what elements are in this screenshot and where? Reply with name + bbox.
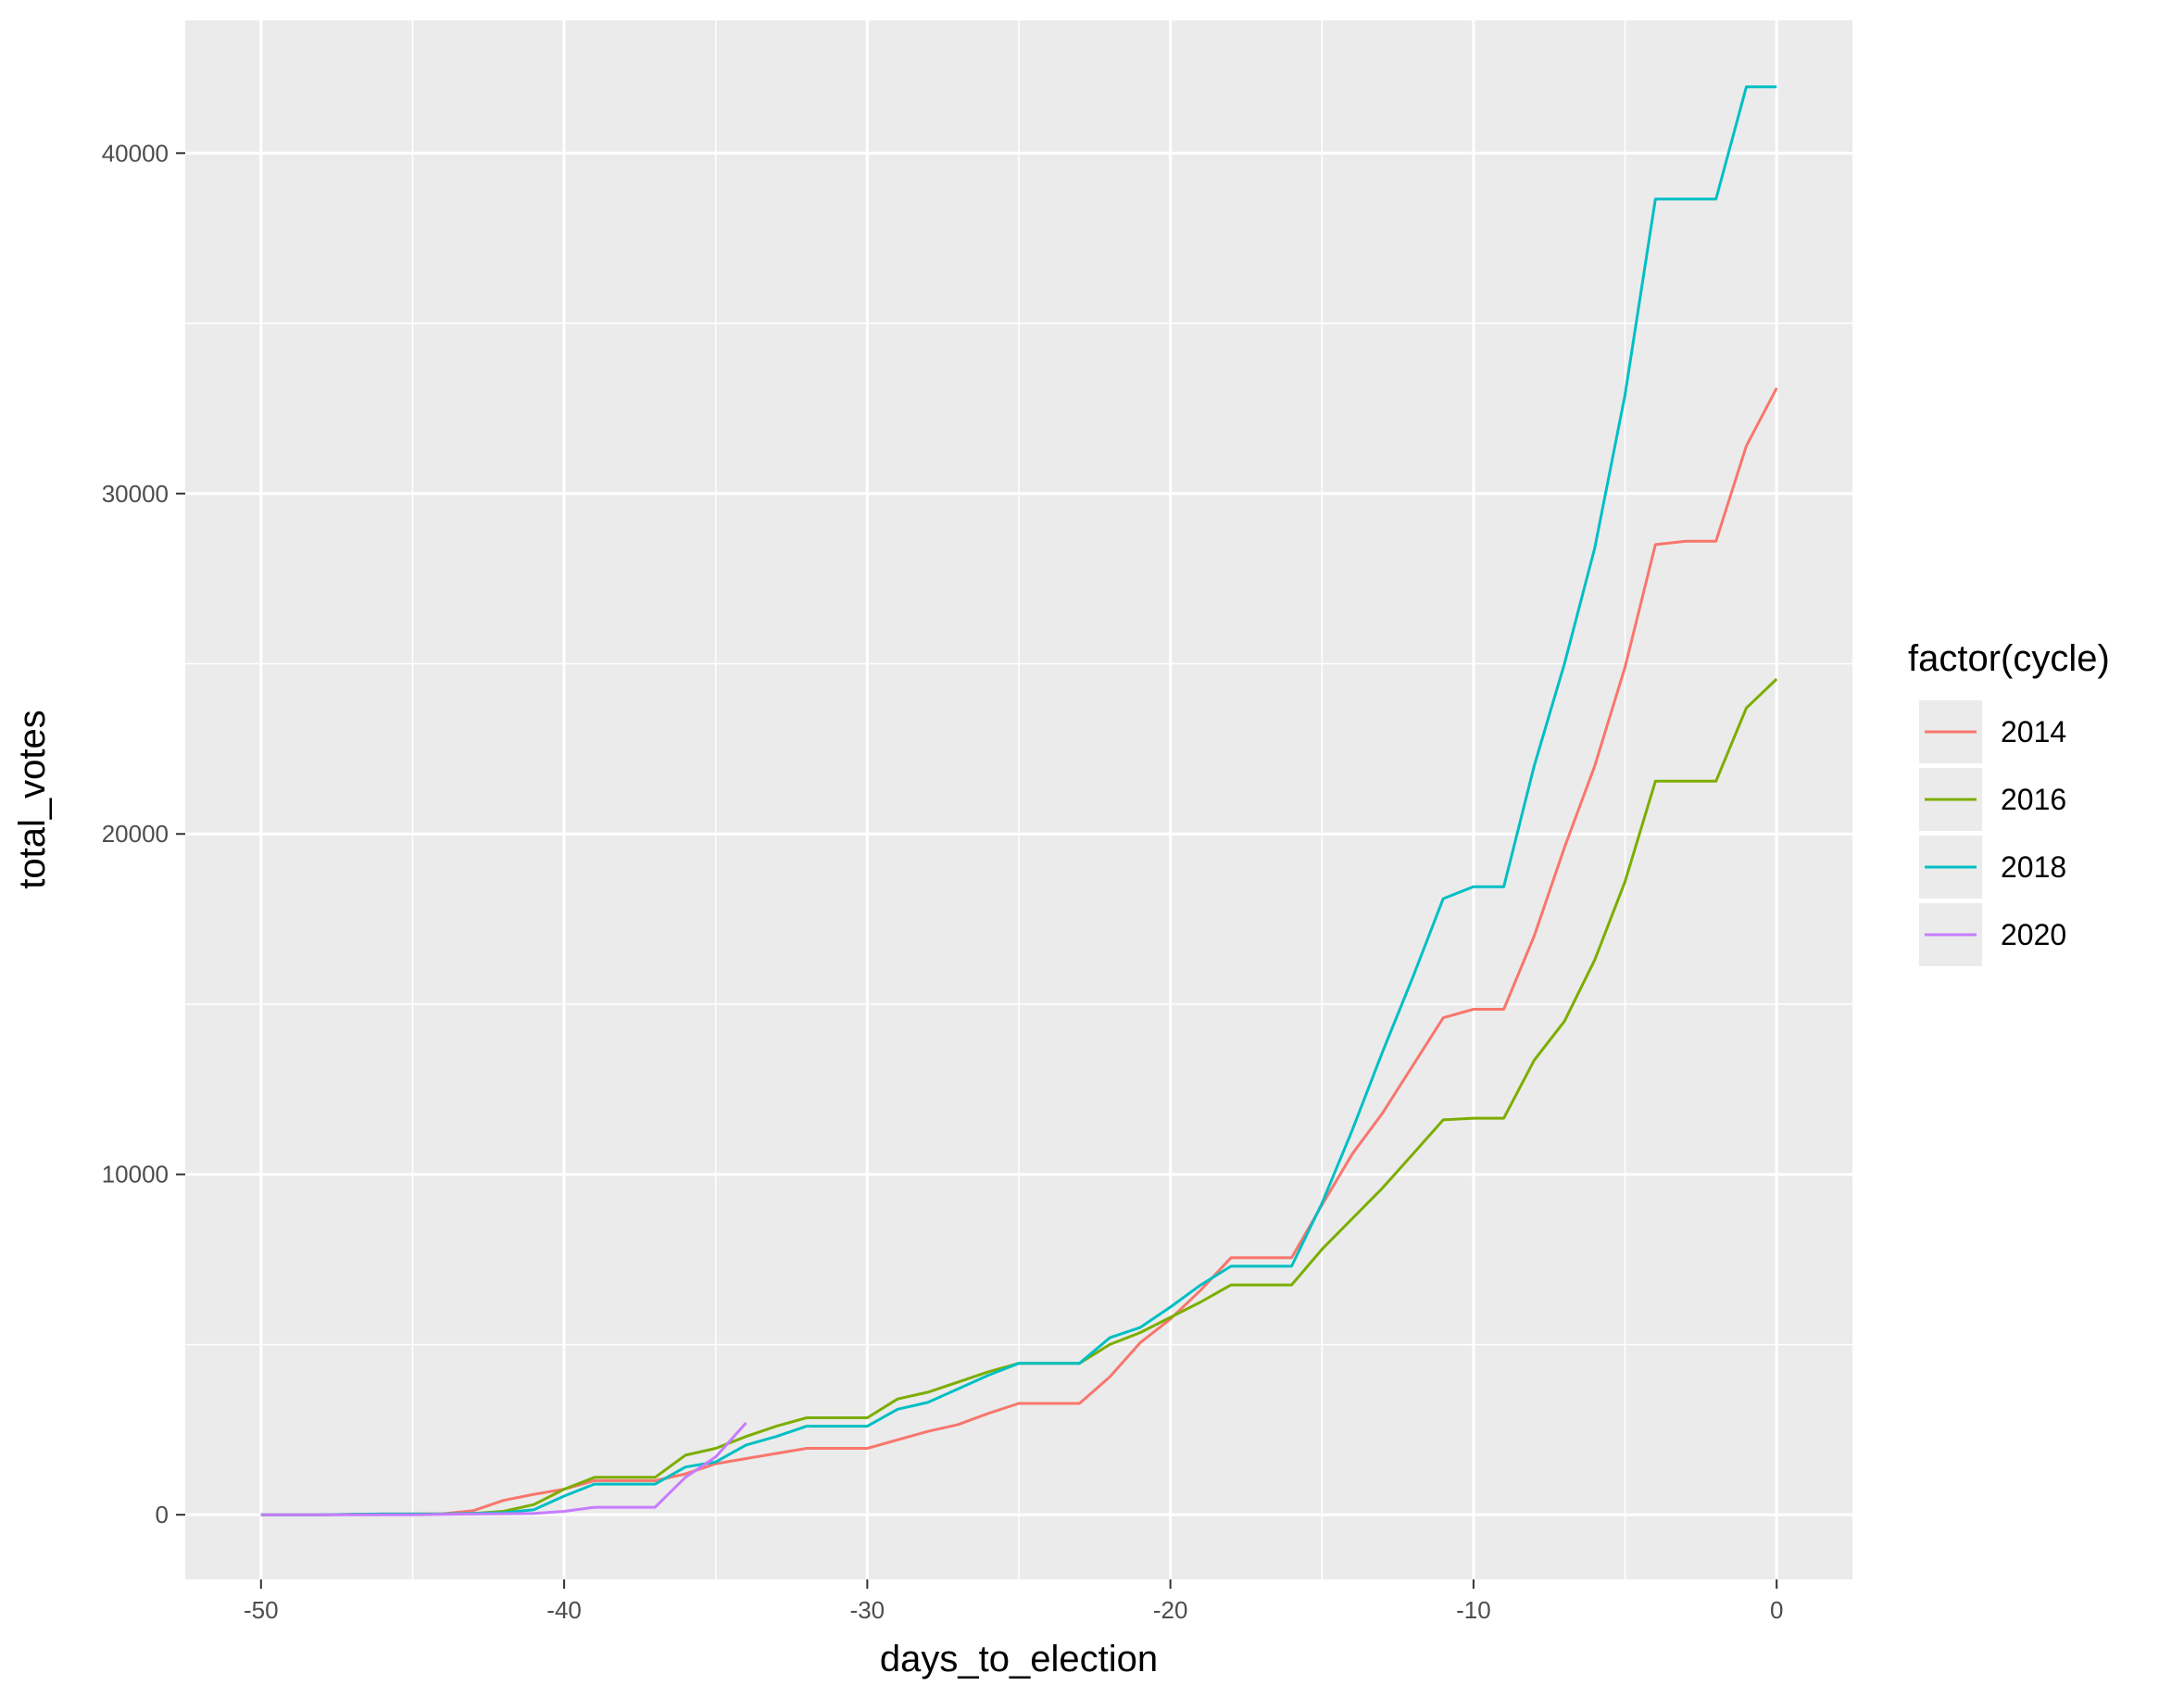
y-tick-label: 30000 [102, 480, 169, 508]
series-lines [260, 85, 1778, 1516]
y-tick-label: 10000 [102, 1161, 169, 1189]
legend-items: 2014 2016 2018 2020 [1919, 700, 2066, 966]
legend-title: factor(cycle) [1908, 638, 2110, 679]
series-line-2020 [260, 1422, 747, 1516]
y-tick-label: 40000 [102, 139, 169, 167]
x-tick-label: -30 [850, 1596, 885, 1624]
x-tick-label: -10 [1456, 1596, 1491, 1624]
y-axis-title: total_votes [12, 710, 53, 888]
legend-label-2020: 2020 [2001, 918, 2066, 951]
series-line-2018 [260, 85, 1777, 1516]
x-tick-label: -50 [244, 1596, 279, 1624]
legend-label-2018: 2018 [2001, 850, 2066, 884]
y-axis: 0 10000 20000 30000 40000 [102, 139, 185, 1528]
y-tick-label: 20000 [102, 820, 169, 848]
minor-gridlines [185, 20, 1852, 1579]
legend-label-2016: 2016 [2001, 783, 2066, 816]
x-tick-label: -40 [546, 1596, 582, 1624]
legend: factor(cycle) 2014 2016 2018 2020 [1908, 638, 2110, 966]
x-tick-label: 0 [1770, 1596, 1783, 1624]
x-axis: -50 -40 -30 -20 -10 0 [244, 1579, 1783, 1624]
x-axis-title: days_to_election [880, 1639, 1158, 1679]
y-tick-label: 0 [156, 1501, 169, 1528]
x-tick-label: -20 [1153, 1596, 1188, 1624]
series-line-2014 [260, 387, 1778, 1516]
legend-label-2014: 2014 [2001, 715, 2066, 748]
